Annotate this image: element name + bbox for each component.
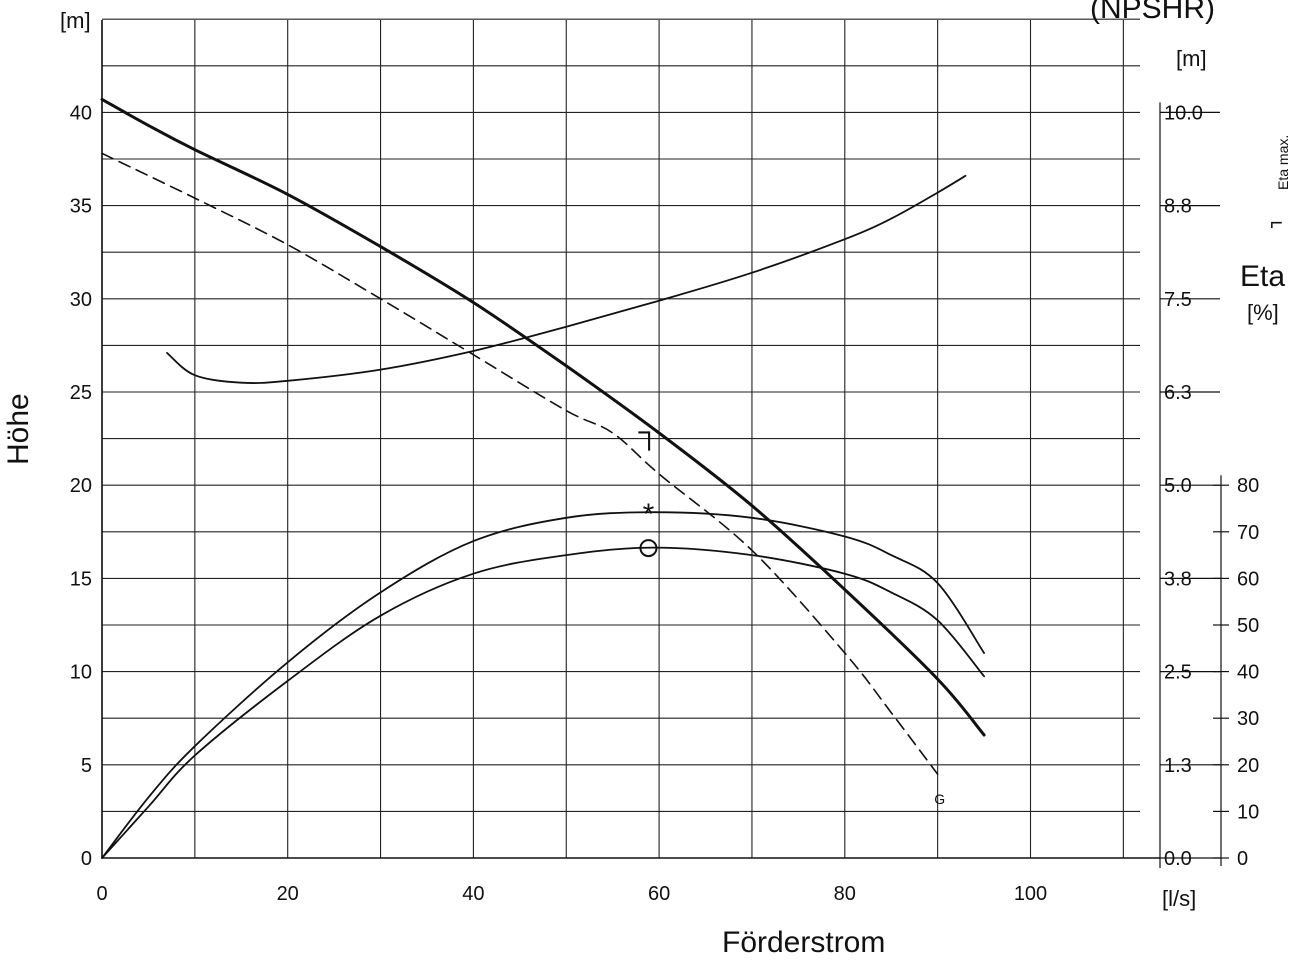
y-tick-label: 20 (70, 475, 92, 497)
y-tick-label: 30 (70, 289, 92, 311)
npshr-tick-label: 2.5 (1164, 662, 1192, 684)
eta-tick-label: 50 (1237, 615, 1259, 637)
npshr-tick-label: 0.0 (1164, 848, 1192, 870)
eta-tick-label: 20 (1237, 755, 1259, 777)
markers-layer: G * ┐ (638, 415, 945, 807)
tick-labels: 0 5 10 15 20 25 30 35 40 0 20 40 60 80 100 (70, 102, 1047, 905)
x-tick-label: 20 (277, 883, 299, 905)
x-axis-unit: [l/s] (1162, 886, 1196, 911)
eta-axis-unit: [%] (1247, 300, 1279, 325)
top-right-label: (NPSHR) (1090, 0, 1215, 25)
eta-axis-title: Eta (1240, 260, 1285, 293)
dashed-curve (101, 152, 939, 775)
y-tick-label: 10 (70, 662, 92, 684)
eta-tick-label: 0 (1237, 848, 1248, 870)
y-tick-label: 15 (70, 568, 92, 590)
series-end-label: G (934, 791, 945, 807)
x-tick-label: 0 (96, 883, 107, 905)
x-axis-title: Förderstrom (722, 926, 885, 959)
eta-max-marker: ┐ (638, 415, 659, 451)
npshr-tick-label: 8.8 (1164, 196, 1192, 218)
npshr-tick-label: 1.3 (1164, 755, 1192, 777)
y-axis-title: Höhe (2, 393, 35, 465)
npshr-axis-unit: [m] (1176, 46, 1207, 71)
eta-tick-label: 30 (1237, 708, 1259, 730)
plot-frame (101, 20, 1160, 859)
eta-curve-lower (101, 546, 985, 859)
y-tick-label: 0 (81, 848, 92, 870)
eta-max-symbol: ⌐ (1270, 210, 1283, 235)
eta-tick-label: 80 (1237, 475, 1259, 497)
eta-tick-label: 60 (1237, 568, 1259, 590)
x-tick-label: 80 (834, 883, 856, 905)
side-axes: 0.0 1.3 2.5 3.8 5.0 6.3 7.5 8.8 10.0 0 10 20 30 40 50 6… (1159, 102, 1259, 870)
eta-tick-label: 70 (1237, 522, 1259, 544)
y-tick-label: 5 (81, 755, 92, 777)
npshr-tick-label: 5.0 (1164, 475, 1192, 497)
star-marker: * (643, 498, 655, 531)
circle-marker (639, 539, 658, 558)
series-layer (100, 97, 986, 859)
y-axis-unit: [m] (60, 8, 91, 33)
x-tick-label: 100 (1014, 883, 1047, 905)
eta-tick-label: 40 (1237, 662, 1259, 684)
npshr-tick-label: 3.8 (1164, 568, 1192, 590)
eta-curve-upper (101, 511, 985, 859)
x-tick-label: 40 (462, 883, 484, 905)
y-tick-label: 35 (70, 196, 92, 218)
npshr-tick-label: 7.5 (1164, 289, 1192, 311)
eta-tick-label: 10 (1237, 801, 1259, 823)
y-tick-label: 25 (70, 382, 92, 404)
npshr-tick-label: 6.3 (1164, 382, 1192, 404)
eta-max-label: Eta max. (1275, 135, 1291, 190)
y-tick-label: 40 (70, 102, 92, 124)
npshr-tick-label: 10.0 (1164, 102, 1203, 124)
x-tick-label: 60 (648, 883, 670, 905)
npshr-curve (166, 174, 967, 384)
head-curve (100, 97, 986, 737)
